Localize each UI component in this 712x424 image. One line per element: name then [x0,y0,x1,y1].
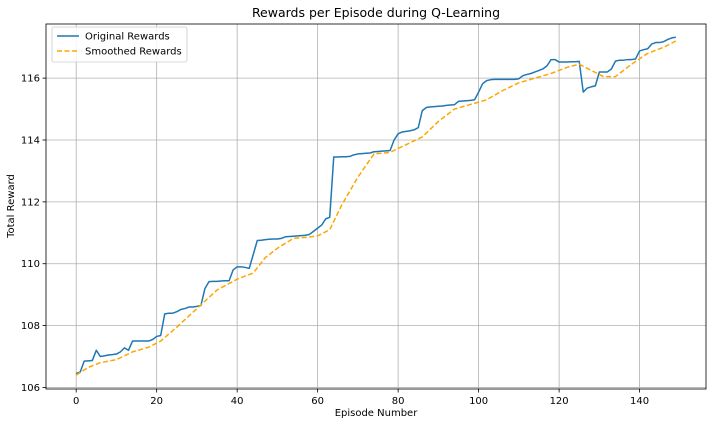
legend-box [51,26,188,63]
x-tick-label: 100 [469,396,488,407]
y-tick-label: 106 [21,383,40,394]
legend: Original Rewards Smoothed Rewards [51,26,188,63]
y-axis-label: Total Reward [6,174,17,239]
chart-title: Rewards per Episode during Q-Learning [252,5,500,20]
grid [46,24,706,389]
x-axis-label: Episode Number [335,408,419,419]
y-tick-label: 108 [21,321,40,332]
series-lines [75,36,677,376]
x-tick-label: 140 [630,396,649,407]
axis-ticks: 0 20 40 60 80 100 120 140 106 108 110 112 114 116 [21,74,649,407]
x-tick-label: 0 [73,396,79,407]
x-tick-label: 60 [311,396,324,407]
legend-entry-original: Original Rewards [85,32,170,43]
y-tick-label: 110 [21,259,40,270]
y-tick-label: 116 [21,74,40,85]
y-tick-label: 114 [21,135,40,146]
x-tick-label: 80 [392,396,405,407]
y-tick-label: 112 [21,197,40,208]
series-original-rewards-line [75,36,676,375]
x-tick-label: 40 [231,396,244,407]
x-tick-label: 120 [550,396,569,407]
series-smoothed-rewards-line [75,40,677,376]
x-tick-label: 20 [150,396,163,407]
plot-area [45,23,707,390]
legend-entry-smoothed: Smoothed Rewards [85,47,182,58]
